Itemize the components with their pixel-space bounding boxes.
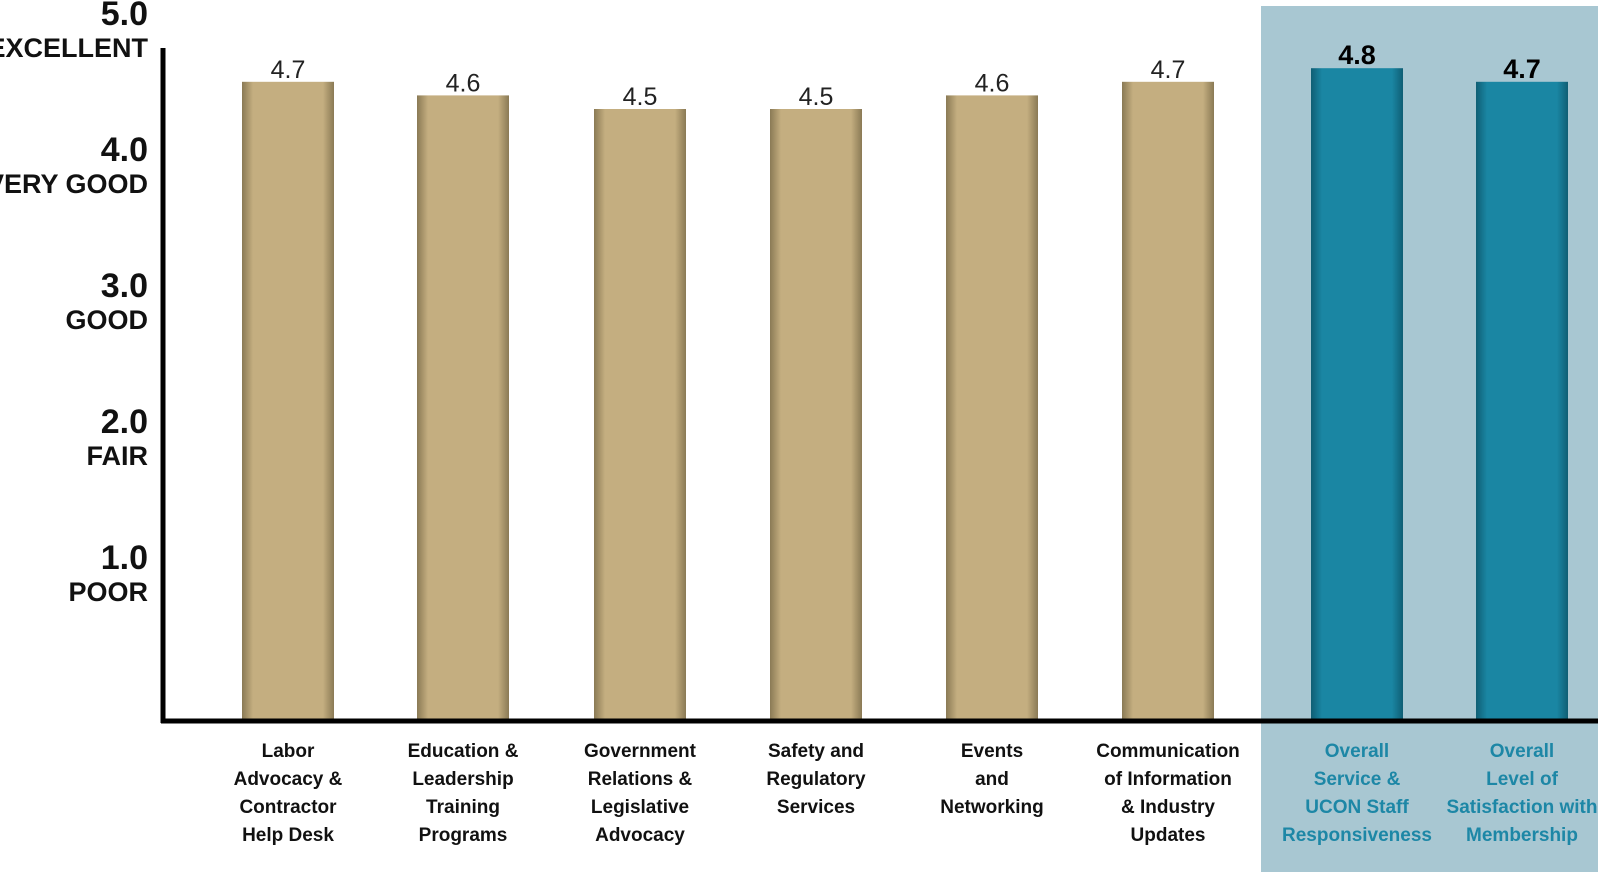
- category-label-line: Labor: [262, 741, 315, 762]
- y-tick-number-1: 5.0: [101, 0, 148, 33]
- y-tick-word-2: VERY GOOD: [0, 169, 148, 199]
- bar-6: [1122, 81, 1214, 722]
- category-label-4: Safety and Regulatory Services: [766, 741, 866, 818]
- category-label-line: Advocacy &: [234, 769, 343, 790]
- category-label-8: Overall Level of Satisfaction with Membersh…: [1447, 741, 1598, 846]
- category-label-5: Events and Networking: [940, 741, 1043, 818]
- category-label-line: Services: [777, 797, 855, 818]
- category-label-line: Level of: [1486, 769, 1558, 790]
- category-label-line: Programs: [419, 825, 508, 846]
- y-tick-word-1: EXCELLENT: [0, 33, 149, 63]
- bar-1: [242, 81, 334, 722]
- category-label-line: Overall: [1325, 741, 1389, 762]
- value-label-3: 4.5: [623, 83, 658, 111]
- category-label-line: and: [975, 769, 1009, 790]
- category-label-7: Overall Service & UCON Staff Responsiveness: [1282, 741, 1432, 846]
- category-label-line: Satisfaction with: [1447, 797, 1598, 818]
- category-label-line: Overall: [1490, 741, 1554, 762]
- value-label-5: 4.6: [975, 69, 1010, 97]
- category-label-line: Service &: [1314, 769, 1401, 790]
- category-label-line: Responsiveness: [1282, 825, 1432, 846]
- category-label-line: Leadership: [412, 769, 513, 790]
- bar-4: [770, 109, 862, 721]
- bar-5: [946, 95, 1038, 721]
- category-label-line: Government: [584, 741, 697, 762]
- category-label-1: Labor Advocacy & Contractor Help Desk: [234, 741, 343, 846]
- category-label-line: Advocacy: [595, 825, 685, 846]
- category-label-line: Contractor: [239, 797, 337, 818]
- y-tick-number-4: 2.0: [101, 403, 148, 441]
- category-label-3: Government Relations & Legislative Advocacy: [584, 741, 697, 846]
- category-label-2: Education & Leadership Training Programs: [408, 741, 519, 846]
- category-label-line: Membership: [1466, 825, 1578, 846]
- category-label-line: Relations &: [588, 769, 693, 790]
- value-label-8: 4.7: [1503, 54, 1541, 84]
- value-label-4: 4.5: [799, 83, 834, 111]
- category-label-line: Updates: [1131, 825, 1206, 846]
- y-tick-word-4: FAIR: [86, 441, 148, 471]
- category-label-6: Communication of Information & Industry Upd…: [1096, 741, 1240, 846]
- category-label-line: Regulatory: [766, 769, 866, 790]
- category-label-line: Communication: [1096, 741, 1240, 762]
- category-label-line: Legislative: [591, 797, 689, 818]
- category-label-line: Training: [426, 797, 500, 818]
- y-tick-number-2: 4.0: [101, 131, 148, 169]
- category-label-line: & Industry: [1121, 797, 1215, 818]
- value-label-7: 4.8: [1338, 40, 1376, 70]
- y-tick-word-3: GOOD: [65, 305, 148, 335]
- category-label-line: Help Desk: [242, 825, 334, 846]
- value-label-1: 4.7: [271, 56, 306, 84]
- bar-7: [1311, 68, 1403, 721]
- y-tick-number-5: 1.0: [101, 539, 148, 577]
- value-label-6: 4.7: [1151, 56, 1186, 84]
- category-label-line: of Information: [1104, 769, 1232, 790]
- category-label-line: Safety and: [768, 741, 864, 762]
- category-label-line: UCON Staff: [1305, 797, 1409, 818]
- category-label-line: Networking: [940, 797, 1043, 818]
- bar-8: [1476, 81, 1568, 722]
- value-label-2: 4.6: [446, 69, 481, 97]
- bar-2: [417, 95, 509, 721]
- bar-3: [594, 109, 686, 721]
- y-tick-word-5: POOR: [68, 577, 148, 607]
- category-label-line: Education &: [408, 741, 519, 762]
- y-tick-number-3: 3.0: [101, 267, 148, 305]
- category-label-line: Events: [961, 741, 1023, 762]
